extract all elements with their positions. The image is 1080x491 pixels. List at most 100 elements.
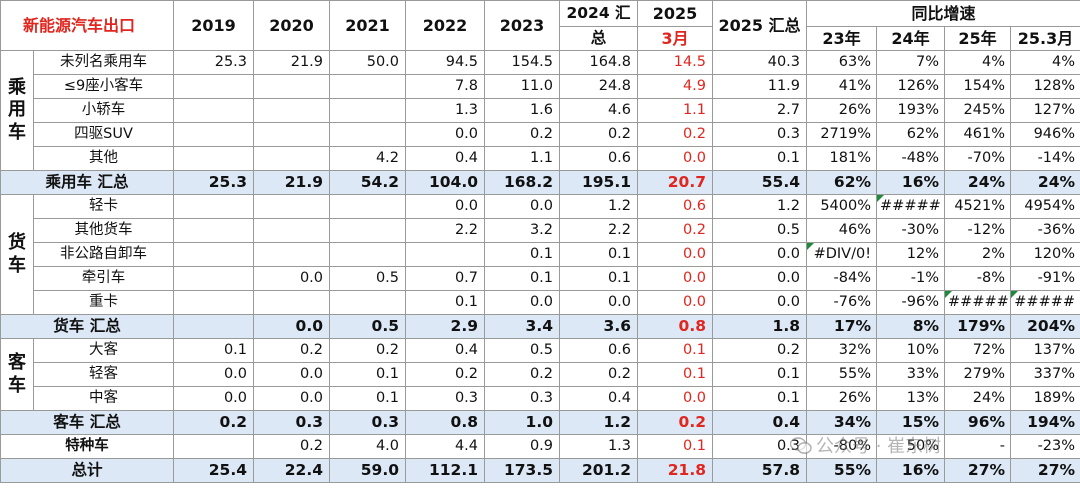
yoy-cell: 2719% (806, 122, 878, 147)
value-cell: 94.5 (405, 50, 486, 75)
yoy-cell: 26% (806, 386, 878, 411)
value-cell: 0.1 (712, 146, 808, 171)
table-row: 其他 4.2 0.4 1.1 0.6 0.0 0.1 181% -48% -70% -14% (1, 146, 1080, 171)
table-row: 中客 0.0 0.0 0.1 0.3 0.3 0.4 0.0 0.1 26% 13% 24% 189% (1, 386, 1080, 411)
yoy-cell: 32% (806, 338, 878, 363)
value-cell: 0.0 (253, 266, 331, 291)
value-cell: 0.1 (637, 338, 714, 363)
yoy-cell: 27% (1010, 458, 1080, 483)
row-label: 非公路自卸车 (32, 242, 175, 267)
col-header-2022: 2022 (405, 0, 486, 51)
error-flag-icon (945, 291, 953, 298)
value-cell: 2.9 (405, 314, 486, 339)
value-cell (253, 218, 331, 243)
table-row: 非公路自卸车 0.1 0.1 0.0 0.0 #DIV/0! 12% 2% 120% (1, 242, 1080, 267)
value-cell: 0.0 (253, 362, 331, 387)
row-label: 特种车 (0, 434, 175, 459)
row-label: 中客 (32, 386, 175, 411)
row-label: 乘用车 汇总 (0, 170, 175, 195)
table-row: 重卡 0.1 0.0 0.0 0.0 0.0 -76% -96% ##### ##### (1, 290, 1080, 315)
yoy-cell: 24% (1010, 170, 1080, 195)
value-cell: 20.7 (637, 170, 714, 195)
row-label: 其他货车 (32, 218, 175, 243)
value-cell: 40.3 (712, 50, 808, 75)
value-cell: 0.1 (329, 386, 407, 411)
row-label: 大客 (32, 338, 175, 363)
value-cell (405, 242, 486, 267)
value-cell: 1.2 (559, 410, 639, 435)
row-label: 小轿车 (32, 98, 175, 123)
yoy-cell: 128% (1010, 74, 1080, 99)
value-cell: 0.1 (405, 290, 486, 315)
yoy-cell: 154% (944, 74, 1012, 99)
row-label: 货车 汇总 (0, 314, 175, 339)
value-cell: 164.8 (559, 50, 639, 75)
yoy-cell: -8% (944, 266, 1012, 291)
value-cell: 0.0 (712, 266, 808, 291)
yoy-cell: 27% (944, 458, 1012, 483)
yoy-cell: 34% (806, 410, 878, 435)
value-cell: 25.3 (173, 50, 255, 75)
col-header-2020: 2020 (253, 0, 331, 51)
col-header-2021: 2021 (329, 0, 407, 51)
yoy-cell: 46% (806, 218, 878, 243)
value-cell: 173.5 (484, 458, 561, 483)
yoy-cell: 41% (806, 74, 878, 99)
value-cell: 0.5 (329, 266, 407, 291)
value-cell: 0.0 (637, 386, 714, 411)
yoy-cell: 126% (876, 74, 946, 99)
value-cell: 0.0 (637, 242, 714, 267)
yoy-cell: 55% (806, 458, 878, 483)
value-cell: 168.2 (484, 170, 561, 195)
value-cell (173, 194, 255, 219)
value-cell: 0.1 (484, 266, 561, 291)
yoy-cell: -12% (944, 218, 1012, 243)
value-cell: 0.1 (712, 386, 808, 411)
value-cell: 104.0 (405, 170, 486, 195)
value-cell: 201.2 (559, 458, 639, 483)
table-row: 小轿车 1.3 1.6 4.6 1.1 2.7 26% 193% 245% 127% (1, 98, 1080, 123)
value-cell: 59.0 (329, 458, 407, 483)
value-cell: 0.4 (712, 410, 808, 435)
value-cell: 0.0 (484, 290, 561, 315)
value-cell: 55.4 (712, 170, 808, 195)
row-label: 其他 (32, 146, 175, 171)
col-header-2024-line1: 2024 汇 (559, 0, 639, 27)
value-cell: 0.8 (405, 410, 486, 435)
value-cell: 4.2 (329, 146, 407, 171)
value-cell: 1.6 (484, 98, 561, 123)
value-cell: 3.2 (484, 218, 561, 243)
value-cell: 11.9 (712, 74, 808, 99)
value-cell: 1.1 (484, 146, 561, 171)
value-cell: 0.4 (559, 386, 639, 411)
value-cell: 1.3 (405, 98, 486, 123)
col-header-2023: 2023 (484, 0, 561, 51)
value-cell (329, 74, 407, 99)
value-cell (329, 290, 407, 315)
value-cell: 0.5 (484, 338, 561, 363)
group-label-truck: 货 车 (0, 194, 34, 315)
col-header-2024-line2: 总 (559, 26, 639, 51)
yoy-cell: -76% (806, 290, 878, 315)
col-header-yoy-23: 23年 (806, 26, 878, 51)
yoy-cell: 24% (944, 386, 1012, 411)
table-row: ≤9座小客车 7.8 11.0 24.8 4.9 11.9 41% 126% 154% 128% (1, 74, 1080, 99)
yoy-cell: 33% (876, 362, 946, 387)
value-cell: 195.1 (559, 170, 639, 195)
yoy-cell: 62% (806, 170, 878, 195)
value-cell: 0.0 (637, 290, 714, 315)
col-header-2025-month: 3月 (637, 26, 714, 51)
value-cell (253, 74, 331, 99)
table-row: 其他货车 2.2 3.2 2.2 0.2 0.5 46% -30% -12% -36% (1, 218, 1080, 243)
value-cell: 0.3 (329, 410, 407, 435)
row-label: 未列名乘用车 (32, 50, 175, 75)
value-cell: 0.1 (637, 362, 714, 387)
yoy-cell: 137% (1010, 338, 1080, 363)
value-cell: 4.6 (559, 98, 639, 123)
yoy-cell: 16% (876, 458, 946, 483)
value-cell: 3.6 (559, 314, 639, 339)
yoy-cell: 13% (876, 386, 946, 411)
value-cell: 0.2 (637, 218, 714, 243)
yoy-cell: -23% (1010, 434, 1080, 459)
